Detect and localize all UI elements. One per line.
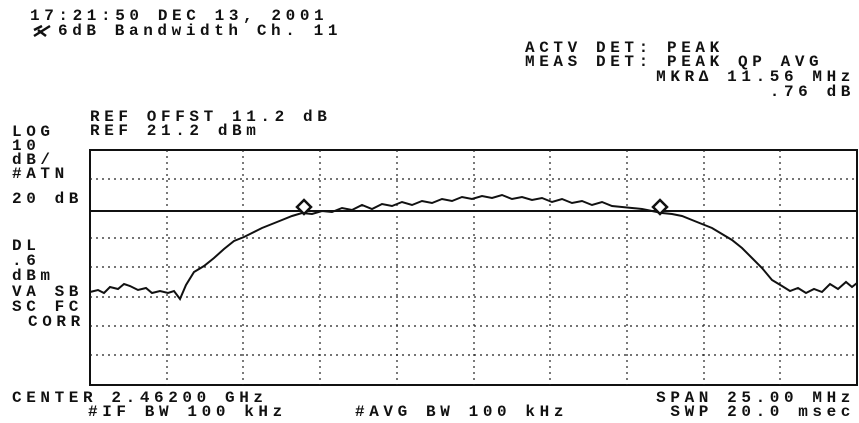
side-label: .6	[12, 252, 40, 270]
side-label: dBm	[12, 267, 55, 285]
side-label: #ATN	[12, 165, 69, 183]
trace	[89, 193, 858, 301]
side-label: CORR	[28, 313, 85, 331]
marker-readout: .76 dB	[770, 83, 855, 101]
side-label: 10	[12, 137, 40, 155]
timestamp: 17:21:50 DEC 13, 2001	[30, 7, 328, 25]
marker-icon	[33, 24, 51, 38]
side-label: SC FC	[12, 298, 83, 316]
avg-bandwidth: #AVG BW 100 kHz	[355, 403, 568, 421]
if-bandwidth: #IF BW 100 kHz	[88, 403, 287, 421]
side-label: dB/	[12, 151, 55, 169]
screen-title: 6dB Bandwidth Ch. 11	[58, 22, 342, 40]
side-label: DL	[12, 237, 40, 255]
status-line: MEAS DET: PEAK QP AVG	[525, 53, 823, 71]
side-label: 20 dB	[12, 190, 83, 208]
marker	[295, 198, 313, 216]
ref-level: REF 21.2 dBm	[90, 122, 260, 140]
side-label: VA SB	[12, 283, 83, 301]
graticule	[89, 149, 858, 386]
center-frequency: CENTER 2.46200 GHz	[12, 389, 268, 407]
marker-readout: MKRΔ 11.56 MHz	[656, 68, 855, 86]
span: SPAN 25.00 MHz	[656, 389, 855, 407]
marker	[651, 198, 669, 216]
status-line: ACTV DET: PEAK	[525, 39, 724, 57]
side-label: LOG	[12, 123, 55, 141]
ref-offset: REF OFFST 11.2 dB	[90, 108, 331, 126]
sweep-time: SWP 20.0 msec	[670, 403, 855, 421]
